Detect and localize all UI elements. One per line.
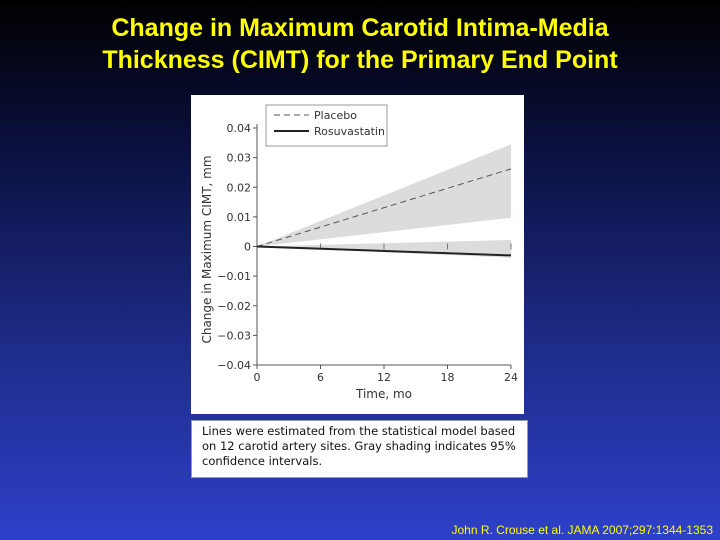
- y-tick-label: 0.02: [227, 181, 252, 194]
- x-tick-label: 6: [317, 371, 324, 384]
- slide-title: Change in Maximum Carotid Intima-Media T…: [0, 12, 720, 76]
- y-tick-label: 0: [244, 241, 251, 254]
- y-tick-label: −0.04: [217, 359, 251, 372]
- series-line-rosuvastatin: [256, 245, 512, 257]
- x-tick-label: 0: [254, 371, 261, 384]
- legend-label-rosuvastatin: Rosuvastatin: [314, 125, 385, 138]
- y-tick-label: −0.03: [217, 329, 251, 342]
- caption-text: Lines were estimated from the statistica…: [202, 424, 516, 468]
- x-tick-label: 24: [504, 371, 518, 384]
- legend-box: [265, 104, 388, 147]
- y-tick-label: −0.01: [217, 270, 251, 283]
- cimt-line-chart: 0.040.030.020.010−0.01−0.02−0.03−0.040 6 1…: [200, 104, 518, 401]
- caption-box: Lines were estimated from the statistica…: [191, 420, 528, 478]
- y-tick-label: 0.04: [227, 122, 252, 135]
- legend-label-placebo: Placebo: [314, 109, 357, 122]
- ci-band-placebo: [257, 144, 511, 247]
- x-axis-label: Time, mo: [355, 387, 412, 401]
- y-tick-label: 0.01: [227, 211, 252, 224]
- y-tick-label: 0.03: [227, 152, 252, 165]
- citation: John R. Crouse et al. JAMA 2007;297:1344…: [451, 523, 713, 537]
- series-line-placebo: [256, 168, 512, 247]
- title-line-2: Thickness (CIMT) for the Primary End Poi…: [102, 46, 618, 74]
- x-tick-label: 18: [441, 371, 455, 384]
- chart-panel: 0.04 0.03 0.02 0.01 0 −0.01 −0.02 −0.03 −0.04 0 6 1…: [191, 95, 524, 414]
- title-line-1: Change in Maximum Carotid Intima-Media: [111, 14, 609, 42]
- y-tick-label: −0.02: [217, 300, 251, 313]
- y-axis-label: Change in Maximum CIMT, mm: [200, 155, 214, 343]
- x-tick-label: 12: [377, 371, 391, 384]
